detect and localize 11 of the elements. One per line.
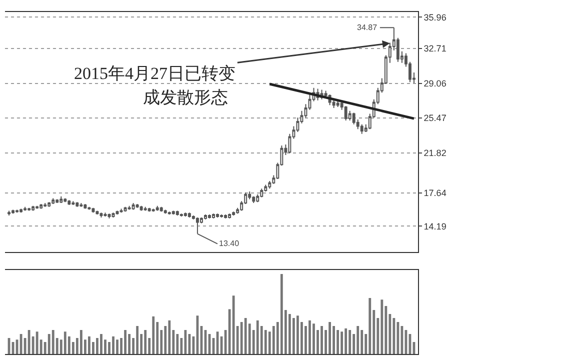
- annotation: 成发散形态: [143, 88, 228, 107]
- y-tick-label: 29.06: [424, 78, 446, 89]
- annotation: 2015年4月27日已转变: [74, 64, 236, 83]
- annotation: 13.40: [219, 239, 240, 248]
- y-tick-label: 25.47: [424, 113, 446, 124]
- y-tick-label: 17.64: [424, 188, 446, 198]
- y-tick-label: 14.19: [424, 221, 446, 232]
- y-tick-label: 32.71: [424, 44, 446, 54]
- annotation: 34.87: [357, 23, 378, 32]
- y-tick-label: 35.96: [424, 12, 446, 22]
- y-tick-label: 21.82: [424, 148, 446, 158]
